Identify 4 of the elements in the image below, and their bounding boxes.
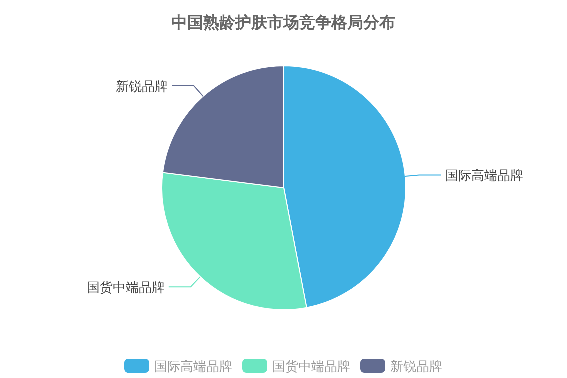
legend-label: 国货中端品牌 xyxy=(272,360,350,375)
title: 中国熟龄护肤市场竞争格局分布 xyxy=(172,13,396,32)
legend-label: 新锐品牌 xyxy=(390,360,442,375)
legend-label: 国际高端品牌 xyxy=(154,359,232,375)
